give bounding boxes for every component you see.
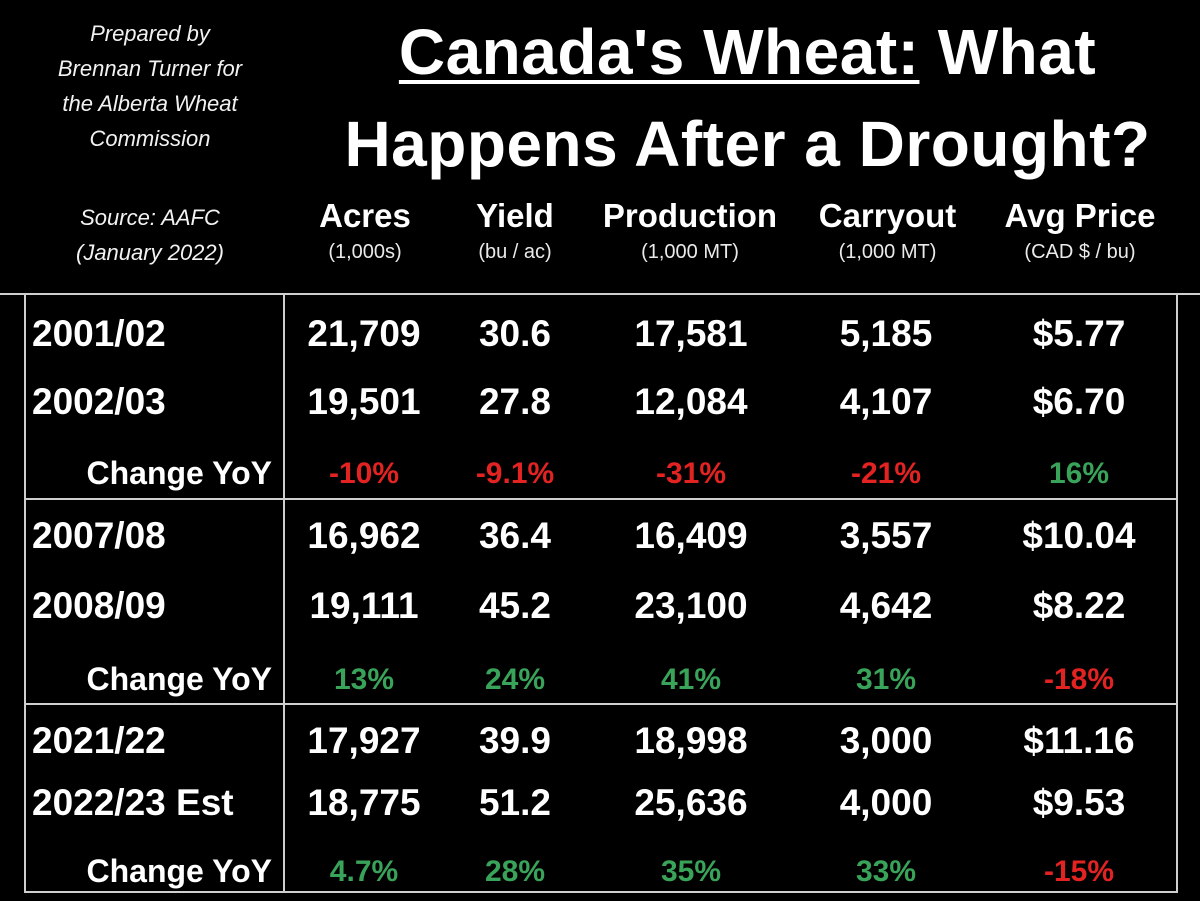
change-yoy-cell: 16% <box>1048 457 1110 490</box>
change-yoy-label: Change YoY <box>86 455 272 491</box>
title-line-1: Canada's Wheat: What <box>295 6 1200 98</box>
table-cell: $8.22 <box>1032 585 1126 626</box>
table-cell: 17,927 <box>307 720 421 761</box>
table-cell: 18,998 <box>634 720 748 761</box>
column-header-avg-price: Avg Price (CAD $ / bu) <box>985 195 1175 267</box>
title-line-2: Happens After a Drought? <box>344 108 1151 180</box>
change-yoy-cell: -31% <box>655 457 727 490</box>
table-cell: $10.04 <box>1022 515 1136 556</box>
year-label: 2002/03 <box>32 381 166 422</box>
column-header-yield: Yield (bu / ac) <box>445 195 585 267</box>
credit-line: Brennan Turner for <box>57 56 243 81</box>
change-yoy-cell: 41% <box>660 663 722 696</box>
change-yoy-cell: -18% <box>1043 663 1115 696</box>
prepared-by-credit: Prepared by Brennan Turner for the Alber… <box>30 16 270 156</box>
table-cell: 18,775 <box>307 782 421 823</box>
change-yoy-cell: -21% <box>850 457 922 490</box>
table-cell: 30.6 <box>478 313 551 354</box>
change-yoy-label: Change YoY <box>86 853 272 889</box>
table-cell: 3,557 <box>839 515 933 556</box>
year-label: 2001/02 <box>32 313 166 354</box>
table-cell: 45.2 <box>478 585 551 626</box>
year-label: 2007/08 <box>32 515 166 556</box>
change-yoy-cell: 33% <box>855 855 917 888</box>
column-name: Carryout <box>818 197 957 234</box>
change-yoy-cell: 24% <box>484 663 546 696</box>
column-header-production: Production (1,000 MT) <box>585 195 795 267</box>
table-left-border <box>24 293 26 893</box>
table-cell: 36.4 <box>478 515 551 556</box>
column-unit: (CAD $ / bu) <box>1024 241 1136 263</box>
label-column-divider <box>283 293 285 893</box>
change-yoy-cell: 4.7% <box>329 855 399 888</box>
title-rest: What <box>919 16 1097 88</box>
group-divider <box>24 703 1178 705</box>
source-line: (January 2022) <box>76 240 224 265</box>
table-cell: 23,100 <box>634 585 748 626</box>
table-cell: $6.70 <box>1032 381 1126 422</box>
change-yoy-cell: 13% <box>333 663 395 696</box>
year-label: 2021/22 <box>32 720 166 761</box>
table-cell: $11.16 <box>1023 720 1135 761</box>
table-cell: 39.9 <box>478 720 551 761</box>
year-label: 2008/09 <box>32 585 166 626</box>
table-cell: $9.53 <box>1032 782 1126 823</box>
change-yoy-cell: 35% <box>660 855 722 888</box>
column-unit: (1,000 MT) <box>838 241 937 263</box>
credit-line: the Alberta Wheat <box>62 91 238 116</box>
table-cell: 19,111 <box>309 585 419 626</box>
change-yoy-cell: 28% <box>484 855 546 888</box>
change-yoy-label: Change YoY <box>86 661 272 697</box>
change-yoy-cell: 31% <box>855 663 917 696</box>
table-cell: 4,642 <box>839 585 933 626</box>
table-cell: 5,185 <box>839 313 933 354</box>
table-cell: 27.8 <box>478 381 551 422</box>
table-right-border <box>1176 293 1178 893</box>
table-cell: 16,409 <box>634 515 748 556</box>
column-name: Acres <box>319 197 411 234</box>
table-cell: 4,107 <box>839 381 933 422</box>
column-header-carryout: Carryout (1,000 MT) <box>800 195 975 267</box>
change-yoy-cell: -10% <box>328 457 400 490</box>
column-name: Avg Price <box>1004 197 1156 234</box>
table-cell: 17,581 <box>634 313 748 354</box>
table-cell: 4,000 <box>839 782 933 823</box>
change-yoy-cell: -15% <box>1043 855 1115 888</box>
column-name: Yield <box>476 197 554 234</box>
table-cell: 3,000 <box>839 720 933 761</box>
credit-line: Commission <box>89 126 211 151</box>
source-line: Source: AAFC <box>80 205 220 230</box>
table-cell: 21,709 <box>307 313 421 354</box>
table-cell: $5.77 <box>1032 313 1126 354</box>
title-underlined: Canada's Wheat: <box>398 16 920 88</box>
column-unit: (1,000s) <box>328 241 402 263</box>
source-credit: Source: AAFC (January 2022) <box>30 200 270 270</box>
column-name: Production <box>602 197 778 234</box>
column-header-acres: Acres (1,000s) <box>300 195 430 267</box>
year-label: 2022/23 Est <box>32 782 234 823</box>
column-unit: (1,000 MT) <box>641 241 739 263</box>
column-unit: (bu / ac) <box>478 241 552 263</box>
group-divider <box>24 498 1178 500</box>
change-yoy-cell: -9.1% <box>475 457 555 490</box>
table-cell: 51.2 <box>478 782 551 823</box>
table-cell: 19,501 <box>307 381 421 422</box>
table-bottom-border <box>24 891 1178 893</box>
chart-title: Canada's Wheat: What Happens After a Dro… <box>295 6 1200 190</box>
table-cell: 12,084 <box>634 381 748 422</box>
credit-line: Prepared by <box>90 21 210 46</box>
table-cell: 25,636 <box>634 782 748 823</box>
table-cell: 16,962 <box>307 515 421 556</box>
table-top-border <box>0 293 1200 295</box>
